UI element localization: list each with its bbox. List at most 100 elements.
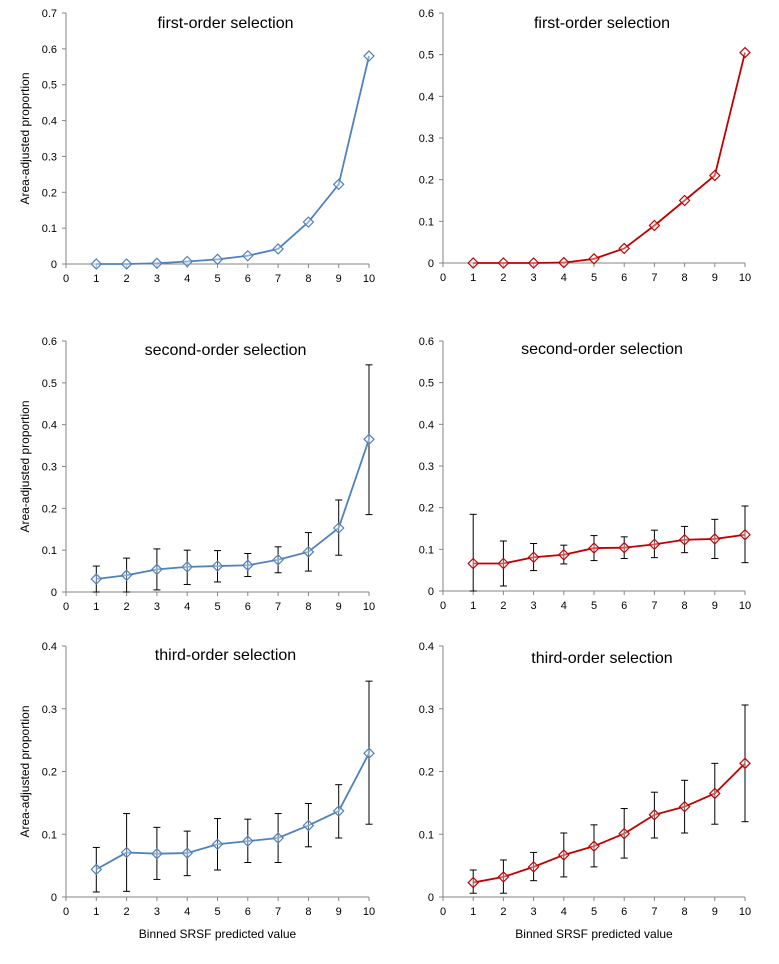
x-tick-label: 0 [63,906,69,918]
x-tick-label: 5 [214,906,220,918]
x-tick-label: 10 [363,601,375,613]
x-tick-label: 1 [93,601,99,613]
data-point [302,216,315,228]
data-point [363,50,375,62]
y-tick-label: 0.6 [42,336,57,348]
y-tick-label: 0.1 [419,544,434,556]
chart-panel-2: 0 0.1 0.2 0.3 0.4 0.5 0.6 0 1 2 3 4 5 6 7 8 9 10 first-ord… [419,8,751,284]
series-line [473,52,746,264]
y-tick-label: 0.2 [42,503,57,515]
data-point [181,561,194,573]
y-tick-label: 0.3 [42,462,57,474]
data-point [618,541,631,554]
data-point [272,832,284,844]
y-tick-label: 0 [51,259,57,271]
chart-panel-4: 0 0.1 0.2 0.3 0.4 0.5 0.6 0 1 2 3 4 5 6 7 8 9 10 second-or… [419,336,751,612]
x-tick-label: 2 [500,600,506,612]
x-tick-label: 10 [363,273,375,285]
y-tick-label: 0.5 [42,80,57,92]
data-point [648,219,661,232]
data-point [588,840,600,853]
y-tick-label: 0 [428,258,434,270]
y-tick-label: 0 [428,586,434,598]
data-point [211,838,224,851]
data-point [90,863,103,876]
y-tick-label: 0.2 [419,767,434,779]
data-point [618,242,631,255]
data-point [332,178,345,191]
series-line [473,533,746,565]
data-point [497,871,510,883]
x-tick-label: 2 [500,906,506,918]
x-tick-label: 4 [184,601,190,613]
data-point [120,569,133,582]
x-tick-label: 10 [363,906,375,918]
x-tick-label: 6 [245,273,251,285]
y-tick-label: 0.7 [42,8,57,20]
data-point [497,557,510,570]
data-point [272,553,284,566]
data-point [708,533,721,545]
data-point [527,551,540,564]
data-point [467,557,480,570]
data-point [211,253,224,266]
y-tick-label: 0.2 [42,187,57,199]
y-tick-label: 0.6 [419,8,434,20]
chart-title: third-order selection [531,650,672,667]
data-point [302,545,315,558]
x-tick-label: 9 [336,601,342,613]
data-point [739,46,751,59]
x-tick-label: 8 [682,272,688,284]
x-tick-label: 3 [154,273,160,285]
x-tick-label: 1 [93,273,99,285]
y-tick-label: 0.1 [42,545,57,557]
x-tick-label: 4 [184,273,190,285]
data-point [739,528,751,541]
y-axis-label: Area-adjusted proportion [18,72,32,204]
data-point [648,808,661,821]
data-point [120,846,133,859]
x-tick-label: 0 [440,600,446,612]
x-tick-label: 0 [63,273,69,285]
chart-title: first-order selection [157,15,293,32]
x-axis-label: Binned SRSF predicted value [515,927,673,941]
y-tick-label: 0.1 [419,829,434,841]
data-point [90,573,103,585]
series-line [473,762,746,884]
data-point [708,787,721,800]
series-line [96,439,370,580]
x-tick-label: 0 [440,906,446,918]
y-tick-label: 0.3 [419,704,434,716]
y-tick-label: 0.1 [419,216,434,228]
y-tick-label: 0.2 [419,175,434,187]
y-tick-label: 0.6 [42,44,57,56]
y-tick-label: 0 [51,892,57,904]
y-tick-label: 0.2 [419,503,434,515]
y-tick-label: 0.3 [42,151,57,163]
chart-panel-6: 0 0.1 0.2 0.3 0.4 0 1 2 3 4 5 6 7 8 9 10 third-order sel… [419,641,751,941]
x-tick-label: 5 [214,601,220,613]
x-tick-label: 10 [739,906,751,918]
x-tick-label: 3 [531,600,537,612]
data-point [151,563,163,576]
x-tick-label: 8 [305,273,311,285]
x-tick-label: 6 [245,601,251,613]
chart-panel-5: 0 0.1 0.2 0.3 0.4 0 1 2 3 4 5 6 7 8 9 10 third-order sel… [18,641,375,941]
x-tick-label: 5 [591,272,597,284]
y-tick-label: 0.4 [419,641,434,653]
chart-panel-3: 0 0.1 0.2 0.3 0.4 0.5 0.6 0 1 2 3 4 5 6 7 8 9 10 second-or… [18,336,375,613]
series-line [95,752,370,871]
data-point [90,258,103,270]
data-point [588,542,600,554]
data-point [527,861,540,873]
data-point [302,819,315,832]
x-tick-label: 8 [682,906,688,918]
data-point [211,560,224,572]
y-tick-label: 0.4 [42,420,57,432]
x-tick-label: 9 [712,272,718,284]
series-line [96,55,370,265]
data-point [678,533,691,546]
x-tick-label: 1 [470,600,476,612]
data-point [678,194,691,207]
chart-panel-1: 0 0.1 0.2 0.3 0.4 0.5 0.6 0.7 0 1 2 3 4 5 6 7 8 9 10 first-… [18,8,375,285]
